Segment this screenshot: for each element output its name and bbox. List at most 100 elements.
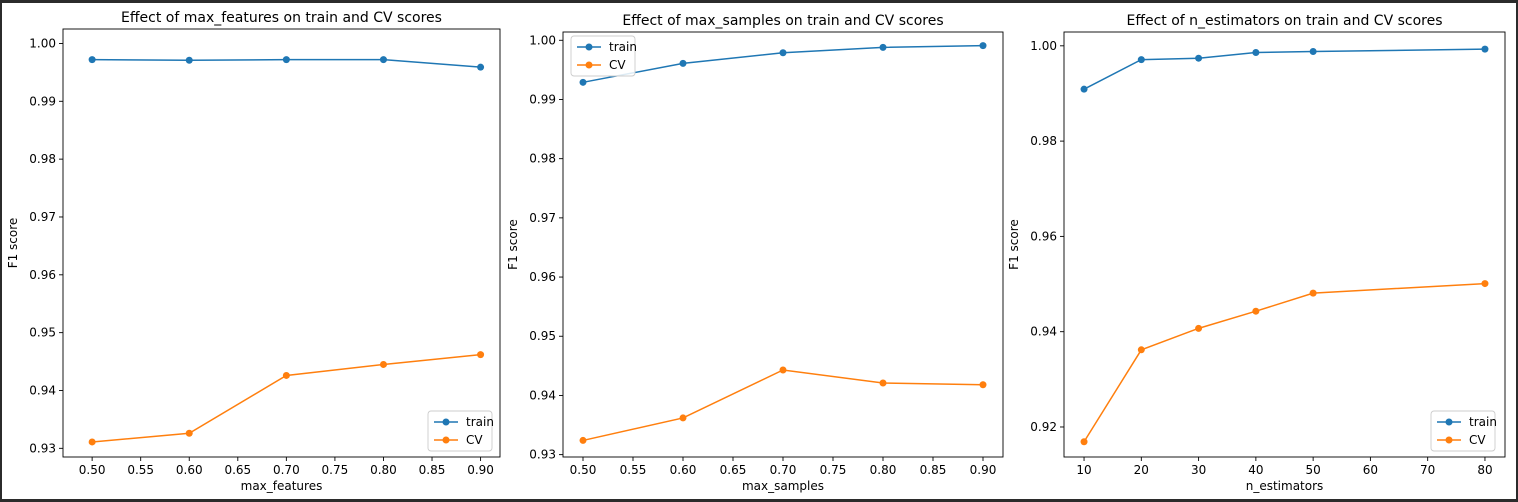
data-point (282, 56, 290, 64)
data-point (282, 371, 290, 379)
plot-frame (1063, 31, 1506, 458)
x-tick-label: 0.60 (670, 463, 697, 477)
x-tick-label: 0.65 (720, 463, 747, 477)
subplot-1: Effect of max_features on train and CV s… (6, 10, 501, 493)
x-tick-label: 0.55 (620, 463, 647, 477)
data-point (477, 63, 485, 71)
data-point (779, 366, 787, 374)
x-axis-label: max_features (241, 479, 323, 493)
data-point (1080, 85, 1088, 93)
x-axis-label: max_samples (742, 479, 824, 493)
series-line (92, 353, 481, 443)
y-tick-label: 0.95 (29, 326, 56, 340)
legend: train CV (1430, 410, 1497, 452)
series-cv (88, 351, 485, 446)
data-point (185, 429, 193, 437)
legend-marker (442, 418, 450, 426)
y-tick-label: 0.96 (1030, 229, 1057, 243)
legend-marker (585, 61, 593, 69)
legend-label: train (1469, 415, 1497, 429)
data-point (1481, 280, 1489, 288)
x-tick-label: 40 (1248, 463, 1263, 477)
y-tick-label: 0.98 (1030, 134, 1057, 148)
x-tick-label: 30 (1191, 463, 1206, 477)
x-tick-label: 0.75 (322, 463, 349, 477)
x-tick-label: 0.75 (820, 463, 847, 477)
legend-marker (442, 436, 450, 444)
x-tick-label: 0.80 (370, 463, 397, 477)
y-tick-label: 0.97 (29, 210, 56, 224)
x-tick-label: 20 (1134, 463, 1149, 477)
legend-label: train (609, 40, 637, 54)
series-line (582, 369, 984, 442)
data-point (1309, 48, 1317, 56)
y-tick-label: 0.97 (529, 211, 556, 225)
series-train (1080, 45, 1489, 93)
data-point (1080, 438, 1088, 446)
subplot-2: Effect of max_samples on train and CV sc… (506, 13, 1004, 493)
x-tick-label: 0.50 (570, 463, 597, 477)
x-tick-label: 10 (1076, 463, 1091, 477)
x-axis-label: n_estimators (1246, 479, 1324, 493)
y-tick-label: 0.98 (29, 152, 56, 166)
y-tick-label: 1.00 (1030, 39, 1057, 53)
data-point (1309, 289, 1317, 297)
series-cv (579, 366, 987, 444)
plot-frame (62, 28, 501, 458)
data-point (1195, 324, 1203, 332)
x-tick-label: 0.60 (176, 463, 203, 477)
data-point (779, 49, 787, 57)
y-tick-label: 0.92 (1030, 420, 1057, 434)
x-tick-label: 0.50 (79, 463, 106, 477)
data-point (879, 379, 887, 387)
x-tick-label: 60 (1363, 463, 1378, 477)
chart-title: Effect of max_samples on train and CV sc… (622, 13, 943, 29)
plot-frame (562, 31, 1004, 458)
x-tick-label: 0.90 (467, 463, 494, 477)
y-tick-label: 0.96 (529, 270, 556, 284)
x-tick-label: 70 (1420, 463, 1435, 477)
y-axis-label: F1 score (1007, 219, 1021, 270)
legend-label: CV (466, 433, 483, 447)
data-point (1252, 307, 1260, 315)
data-point (879, 43, 887, 51)
y-tick-label: 0.96 (29, 268, 56, 282)
data-point (579, 436, 587, 444)
x-tick-label: 0.70 (770, 463, 797, 477)
data-point (979, 42, 987, 50)
y-tick-label: 0.99 (29, 94, 56, 108)
data-point (679, 59, 687, 67)
data-point (979, 381, 987, 389)
y-tick-label: 0.93 (29, 441, 56, 455)
y-tick-label: 0.94 (529, 388, 556, 402)
x-tick-label: 0.80 (870, 463, 897, 477)
data-point (1481, 45, 1489, 53)
legend-label: CV (609, 58, 626, 72)
chart-title: Effect of n_estimators on train and CV s… (1126, 13, 1442, 29)
y-tick-label: 0.98 (529, 152, 556, 166)
data-point (1195, 54, 1203, 62)
data-point (679, 414, 687, 422)
data-point (477, 351, 485, 359)
y-tick-label: 0.94 (29, 383, 56, 397)
x-tick-label: 0.90 (970, 463, 997, 477)
y-tick-label: 1.00 (529, 33, 556, 47)
y-tick-label: 0.95 (529, 329, 556, 343)
legend: train CV (427, 410, 494, 452)
subplot-3: Effect of n_estimators on train and CV s… (1007, 13, 1506, 493)
legend-marker (1445, 418, 1453, 426)
x-tick-label: 50 (1305, 463, 1320, 477)
series-line (1083, 48, 1485, 90)
data-point (379, 360, 387, 368)
data-point (88, 438, 96, 446)
x-tick-label: 0.70 (273, 463, 300, 477)
y-axis-label: F1 score (506, 219, 520, 270)
x-tick-label: 0.55 (127, 463, 154, 477)
y-tick-label: 1.00 (29, 36, 56, 50)
x-tick-label: 0.85 (920, 463, 947, 477)
data-point (379, 56, 387, 64)
series-train (88, 56, 485, 71)
legend-marker (1445, 436, 1453, 444)
data-point (1137, 56, 1145, 64)
